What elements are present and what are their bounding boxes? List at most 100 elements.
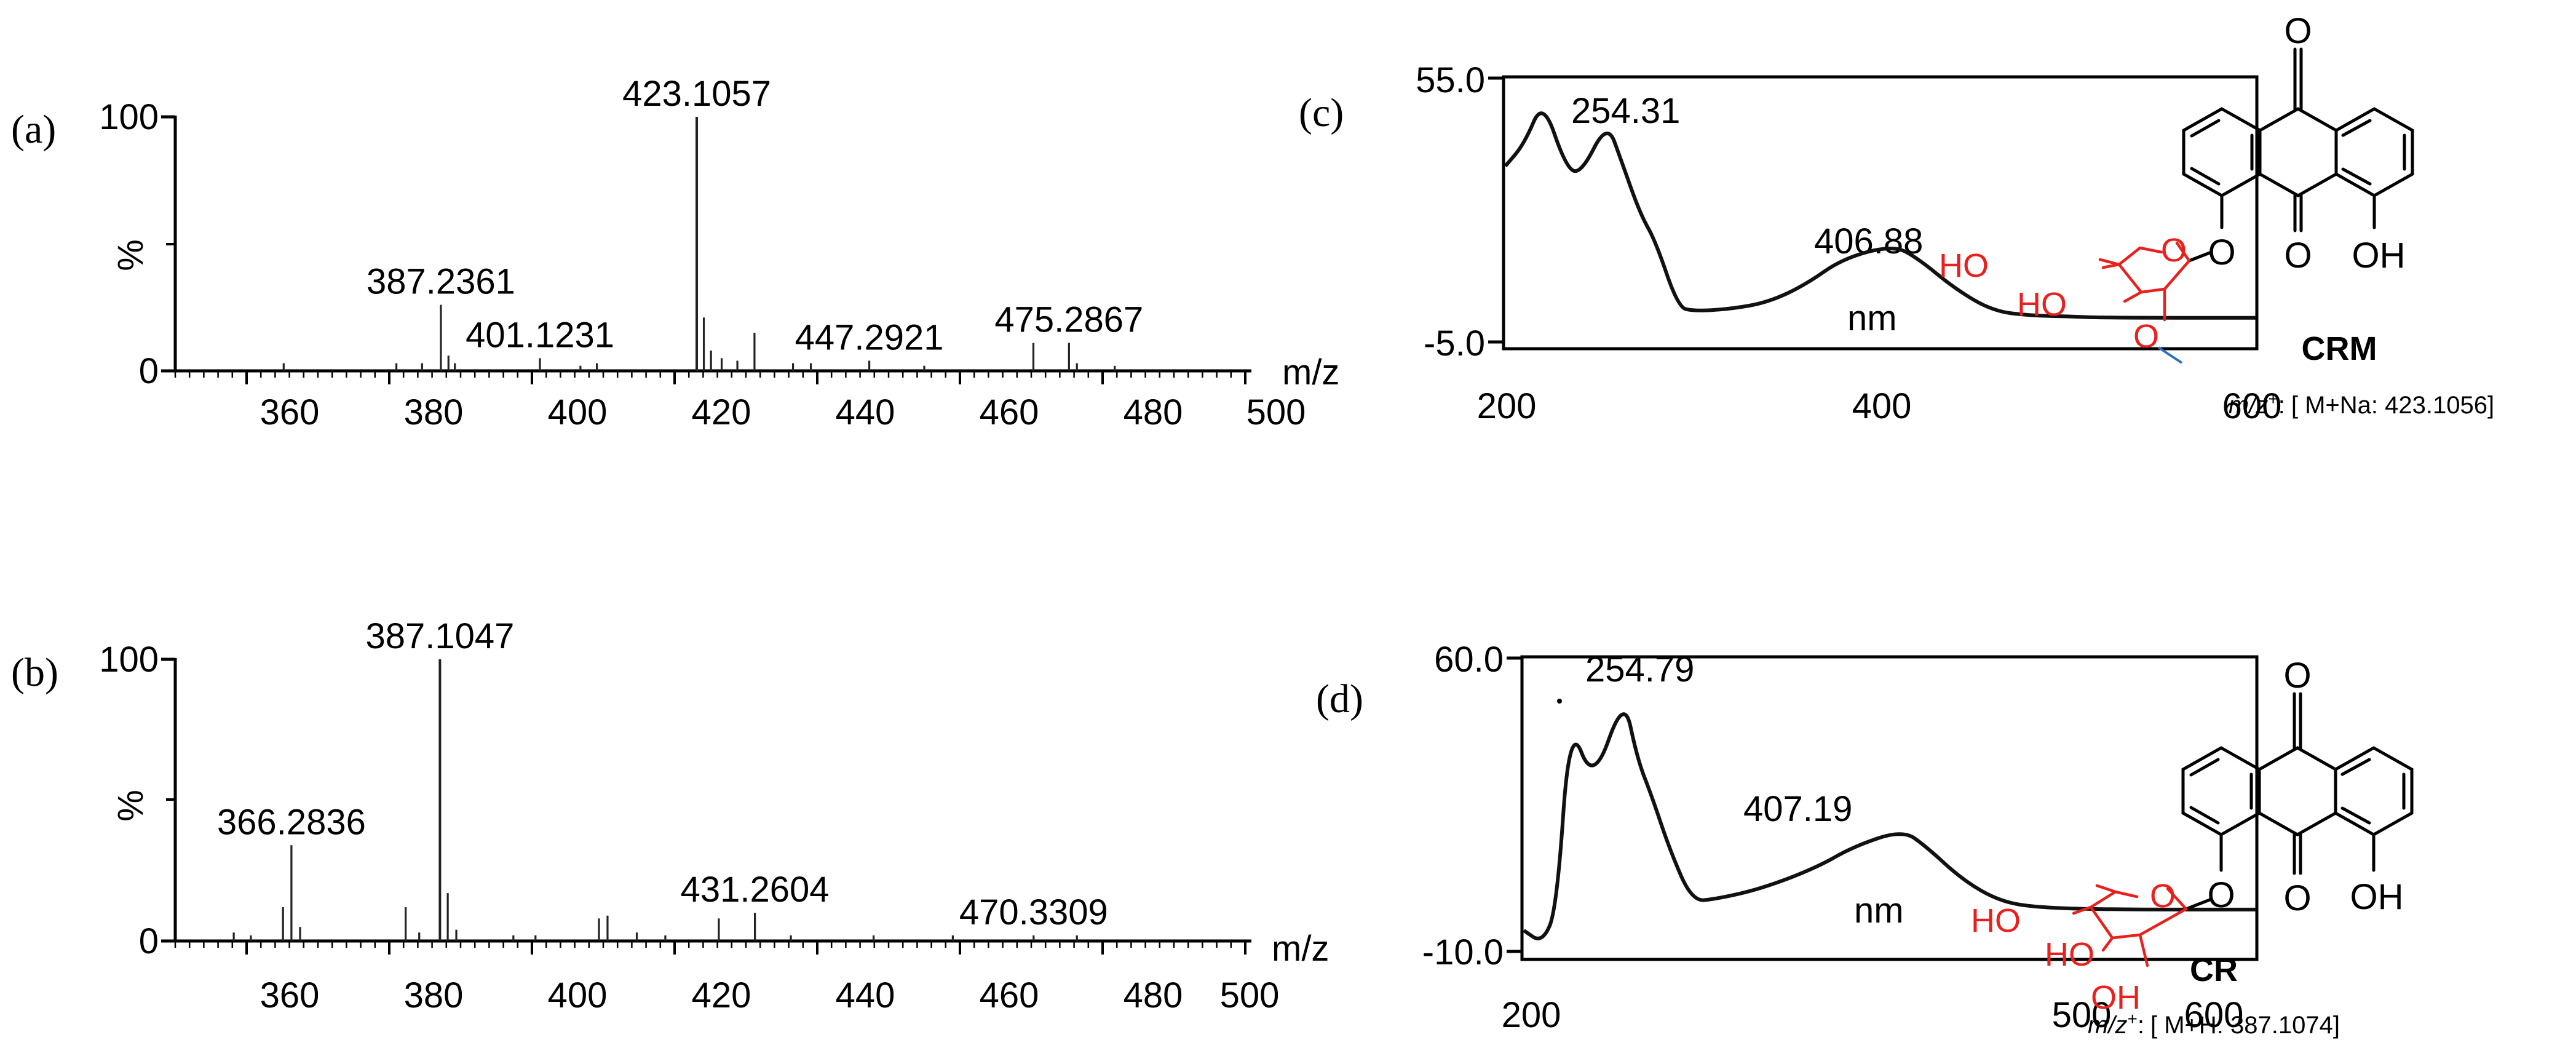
ms-a-peaks xyxy=(282,117,1116,371)
crm-ring-right-inner-3 xyxy=(2341,167,2372,186)
crm-o-glycoside: O xyxy=(2208,232,2235,272)
panel-label-d: (d) xyxy=(1316,677,1363,721)
ms-a-xtick-label-440: 440 xyxy=(836,392,895,432)
uv-d-xtick-label-200: 200 xyxy=(1502,995,1561,1035)
crm-ms-colon: : xyxy=(2278,392,2285,419)
ms-a-peak-label: 447.2921 xyxy=(795,317,944,357)
ms-chart-a: (a) % 100 0 360 380 400 420 440 460 480 … xyxy=(11,74,1339,432)
crm-ring-left xyxy=(2182,107,2262,197)
cr-bond-anomeric xyxy=(2184,897,2213,911)
ms-b-ytick-label-100: 100 xyxy=(99,640,159,680)
crm-ring-left-inner-1 xyxy=(2190,119,2221,138)
cr-sugar-ho-2: HO xyxy=(2045,936,2094,973)
uv-c-ytick-label-bottom: -5.0 xyxy=(1424,324,1485,363)
uv-d-xtick-label-500: 500 xyxy=(2052,995,2112,1035)
ms-b-xtick-label-460: 460 xyxy=(980,975,1039,1015)
panel-label-b: (b) xyxy=(11,650,58,695)
cr-sugar-oh xyxy=(2138,933,2149,967)
uv-d-ytick-label-top: 60.0 xyxy=(1434,640,1504,680)
crm-ms-prefix: m/z xyxy=(2229,392,2268,419)
ms-b-peaks xyxy=(232,659,1078,941)
crm-ms-value: [ M+Na: 423.1056] xyxy=(2291,392,2494,419)
ms-b-peak-label: 366.2836 xyxy=(217,802,366,842)
ms-b-peak-label: 431.2604 xyxy=(681,870,830,910)
ms-a-xtick-label-460: 460 xyxy=(980,392,1039,432)
ms-b-xtick-label-500: 500 xyxy=(1220,975,1280,1015)
crm-sugar-ome-o: O xyxy=(2133,318,2159,355)
crm-methyl-bond xyxy=(2157,346,2183,364)
uv-c-annotation-1: 254.31 xyxy=(1571,91,1680,131)
crm-sugar-methyl xyxy=(2098,258,2121,266)
panel-label-a: (a) xyxy=(11,107,56,152)
crm-sugar-o-ring: O xyxy=(2161,232,2187,269)
ms-a-xtick-label-420: 420 xyxy=(692,392,751,432)
cr-ring-left xyxy=(2181,746,2261,836)
ms-b-peak-label: 470.3309 xyxy=(959,892,1108,932)
structure-cr xyxy=(2181,692,2414,911)
cr-sugar-ring-a xyxy=(2089,890,2139,909)
cr-sugar-ho1 xyxy=(2072,905,2093,915)
ms-b-ytick-label-0: 0 xyxy=(139,921,159,961)
uv-d-marker-dot xyxy=(1557,699,1562,704)
structure-crm xyxy=(2182,47,2414,263)
cr-ring-center xyxy=(2257,746,2337,836)
uv-chart-c: (c) 55.0 -5.0 200 400 600 nm 254.31 406.… xyxy=(1299,60,2281,426)
cr-ms-colon: : xyxy=(2138,1012,2144,1039)
crm-sugar-ho1 xyxy=(2101,263,2121,269)
cr-sugar-ho-1: HO xyxy=(1971,902,2021,939)
ms-a-xlabel: m/z xyxy=(1282,352,1339,392)
cr-ring-right xyxy=(2334,746,2414,836)
uv-c-frame xyxy=(1502,75,2259,351)
crm-ring-right xyxy=(2334,107,2414,197)
uv-d-annotation-1: 254.79 xyxy=(1585,649,1694,689)
uv-c-spectrum-line xyxy=(1504,111,2256,320)
ms-b-peak-label: 387.1047 xyxy=(365,616,514,656)
ms-b-xtick-label-380: 380 xyxy=(404,975,464,1015)
ms-a-peak-label: 401.1231 xyxy=(466,315,614,355)
crm-ms-sup: + xyxy=(2268,389,2278,408)
uv-c-annotation-2: 406.88 xyxy=(1814,221,1923,261)
uv-d-frame xyxy=(1520,655,2259,961)
ms-b-peak-labels: 366.2836 387.1047 431.2604 470.3309 xyxy=(217,616,1108,932)
ms-a-peak-label: 423.1057 xyxy=(622,74,771,114)
ms-a-peak-label: 387.2361 xyxy=(367,262,515,302)
ms-b-ylabel: % xyxy=(111,790,151,822)
uv-c-xtick-label-600: 600 xyxy=(2222,386,2282,426)
ms-a-xtick-label-380: 380 xyxy=(404,392,464,432)
crm-sugar-ring-a xyxy=(2117,246,2163,266)
ms-a-ylabel: % xyxy=(111,239,151,271)
ms-a-peak-label: 475.2867 xyxy=(994,300,1143,340)
ms-b-xtick-label-440: 440 xyxy=(836,975,895,1015)
uv-c-ytick-label-top: 55.0 xyxy=(1416,60,1485,100)
ms-a-peak-labels: 387.2361 401.1231 423.1057 447.2921 475.2867 xyxy=(367,74,1143,357)
crm-sugar-ring-d xyxy=(2175,241,2191,263)
crm-o-bottom: O xyxy=(2284,236,2312,276)
cr-ms-sup: + xyxy=(2127,1009,2137,1028)
crm-ring-right-inner-1 xyxy=(2341,119,2372,137)
panel-label-c: (c) xyxy=(1299,90,1344,135)
cr-sugar-ring-c xyxy=(2089,905,2114,940)
cr-sugar-ho2 xyxy=(2101,936,2114,952)
cr-oh: OH xyxy=(2350,877,2404,917)
ms-a-ytick-label-0: 0 xyxy=(139,351,159,391)
ms-a-xtick-label-400: 400 xyxy=(548,392,608,432)
crm-sugar-ring-c xyxy=(2117,263,2143,294)
uv-d-xlabel: nm xyxy=(1854,891,1904,931)
crm-ms: m/z+:[ M+Na: 423.1056] xyxy=(2229,389,2494,419)
cr-o-glycoside: O xyxy=(2207,875,2235,915)
crm-sugar-ho-2: HO xyxy=(2017,286,2067,323)
ms-a-xtick-label-480: 480 xyxy=(1124,392,1183,432)
crm-o-top: O xyxy=(2284,11,2312,51)
crm-bond-anomeric xyxy=(2187,250,2213,263)
uv-c-xtick-label-200: 200 xyxy=(1477,386,1537,426)
ms-a-ytick-label-100: 100 xyxy=(99,97,159,137)
cr-ring-right-inner-3 xyxy=(2340,806,2371,825)
crm-name: CRM xyxy=(2302,330,2377,367)
uv-d-ytick-label-bottom: -10.0 xyxy=(1422,932,1504,972)
ms-b-xtick-label-400: 400 xyxy=(548,975,608,1015)
ms-b-xlabel: m/z xyxy=(1272,929,1329,969)
ms-b-xtick-label-480: 480 xyxy=(1124,975,1183,1015)
cr-sugar-o-ring: O xyxy=(2150,878,2176,915)
cr-o-bottom: O xyxy=(2283,878,2311,918)
